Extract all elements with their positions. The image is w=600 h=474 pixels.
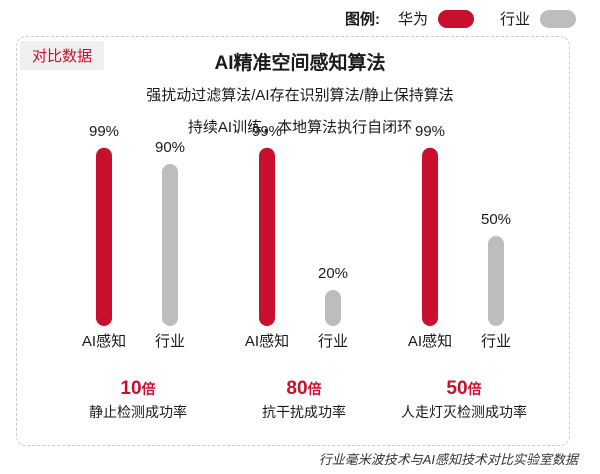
- category-label: 行业: [481, 333, 511, 350]
- stat-anti-interference: 80倍 抗干扰成功率: [214, 378, 394, 422]
- stat-unit: 倍: [141, 381, 156, 397]
- bar-industry-group-3: [488, 236, 504, 326]
- legend-swatch-industry: [540, 9, 576, 28]
- stat-description: 静止检测成功率: [89, 404, 187, 420]
- subtitle-algorithms: 强扰动过滤算法/AI存在识别算法/静止保持算法: [146, 87, 454, 104]
- subtitle-training: 持续AI训练，本地算法执行自闭环: [187, 119, 413, 136]
- category-label: AI感知: [408, 333, 452, 350]
- stat-number: 50: [446, 378, 468, 399]
- legend-label-industry: 行业: [499, 11, 530, 28]
- comparison-tag: 对比数据: [20, 41, 105, 70]
- data-label: 50%: [481, 211, 511, 228]
- chart-title: AI精准空间感知算法: [214, 53, 386, 74]
- legend-label-huawei: 华为: [397, 11, 428, 28]
- stat-description: 人走灯灭检测成功率: [401, 404, 527, 420]
- data-label: 99%: [89, 123, 119, 140]
- bar-huawei-group-1: [96, 147, 112, 326]
- bar-industry-group-1: [162, 164, 178, 326]
- category-label: 行业: [155, 333, 185, 350]
- legend-title: 图例:: [344, 11, 380, 28]
- source-note: 行业毫米波技术与AI感知技术对比实验室数据: [318, 452, 578, 467]
- legend: 图例: 华为 行业: [345, 8, 576, 29]
- category-label: AI感知: [245, 333, 289, 350]
- stat-description: 抗干扰成功率: [262, 404, 346, 420]
- stat-unit: 倍: [307, 381, 322, 397]
- category-label: AI感知: [82, 333, 126, 350]
- bar-huawei-group-2: [259, 147, 275, 326]
- bar-huawei-group-3: [422, 147, 438, 326]
- data-label: 99%: [252, 123, 282, 140]
- stat-lights-off-detection: 50倍 人走灯灭检测成功率: [374, 378, 554, 422]
- legend-swatch-huawei: [437, 9, 474, 28]
- comparison-panel: [16, 36, 570, 446]
- bar-industry-group-2: [325, 290, 341, 326]
- stat-unit: 倍: [467, 381, 482, 397]
- stat-number: 80: [286, 378, 308, 399]
- data-label: 99%: [415, 123, 445, 140]
- data-label: 90%: [155, 139, 185, 156]
- stat-number: 10: [120, 378, 142, 399]
- category-label: 行业: [318, 333, 348, 350]
- stat-static-detection: 10倍 静止检测成功率: [48, 378, 228, 422]
- data-label: 20%: [318, 265, 348, 282]
